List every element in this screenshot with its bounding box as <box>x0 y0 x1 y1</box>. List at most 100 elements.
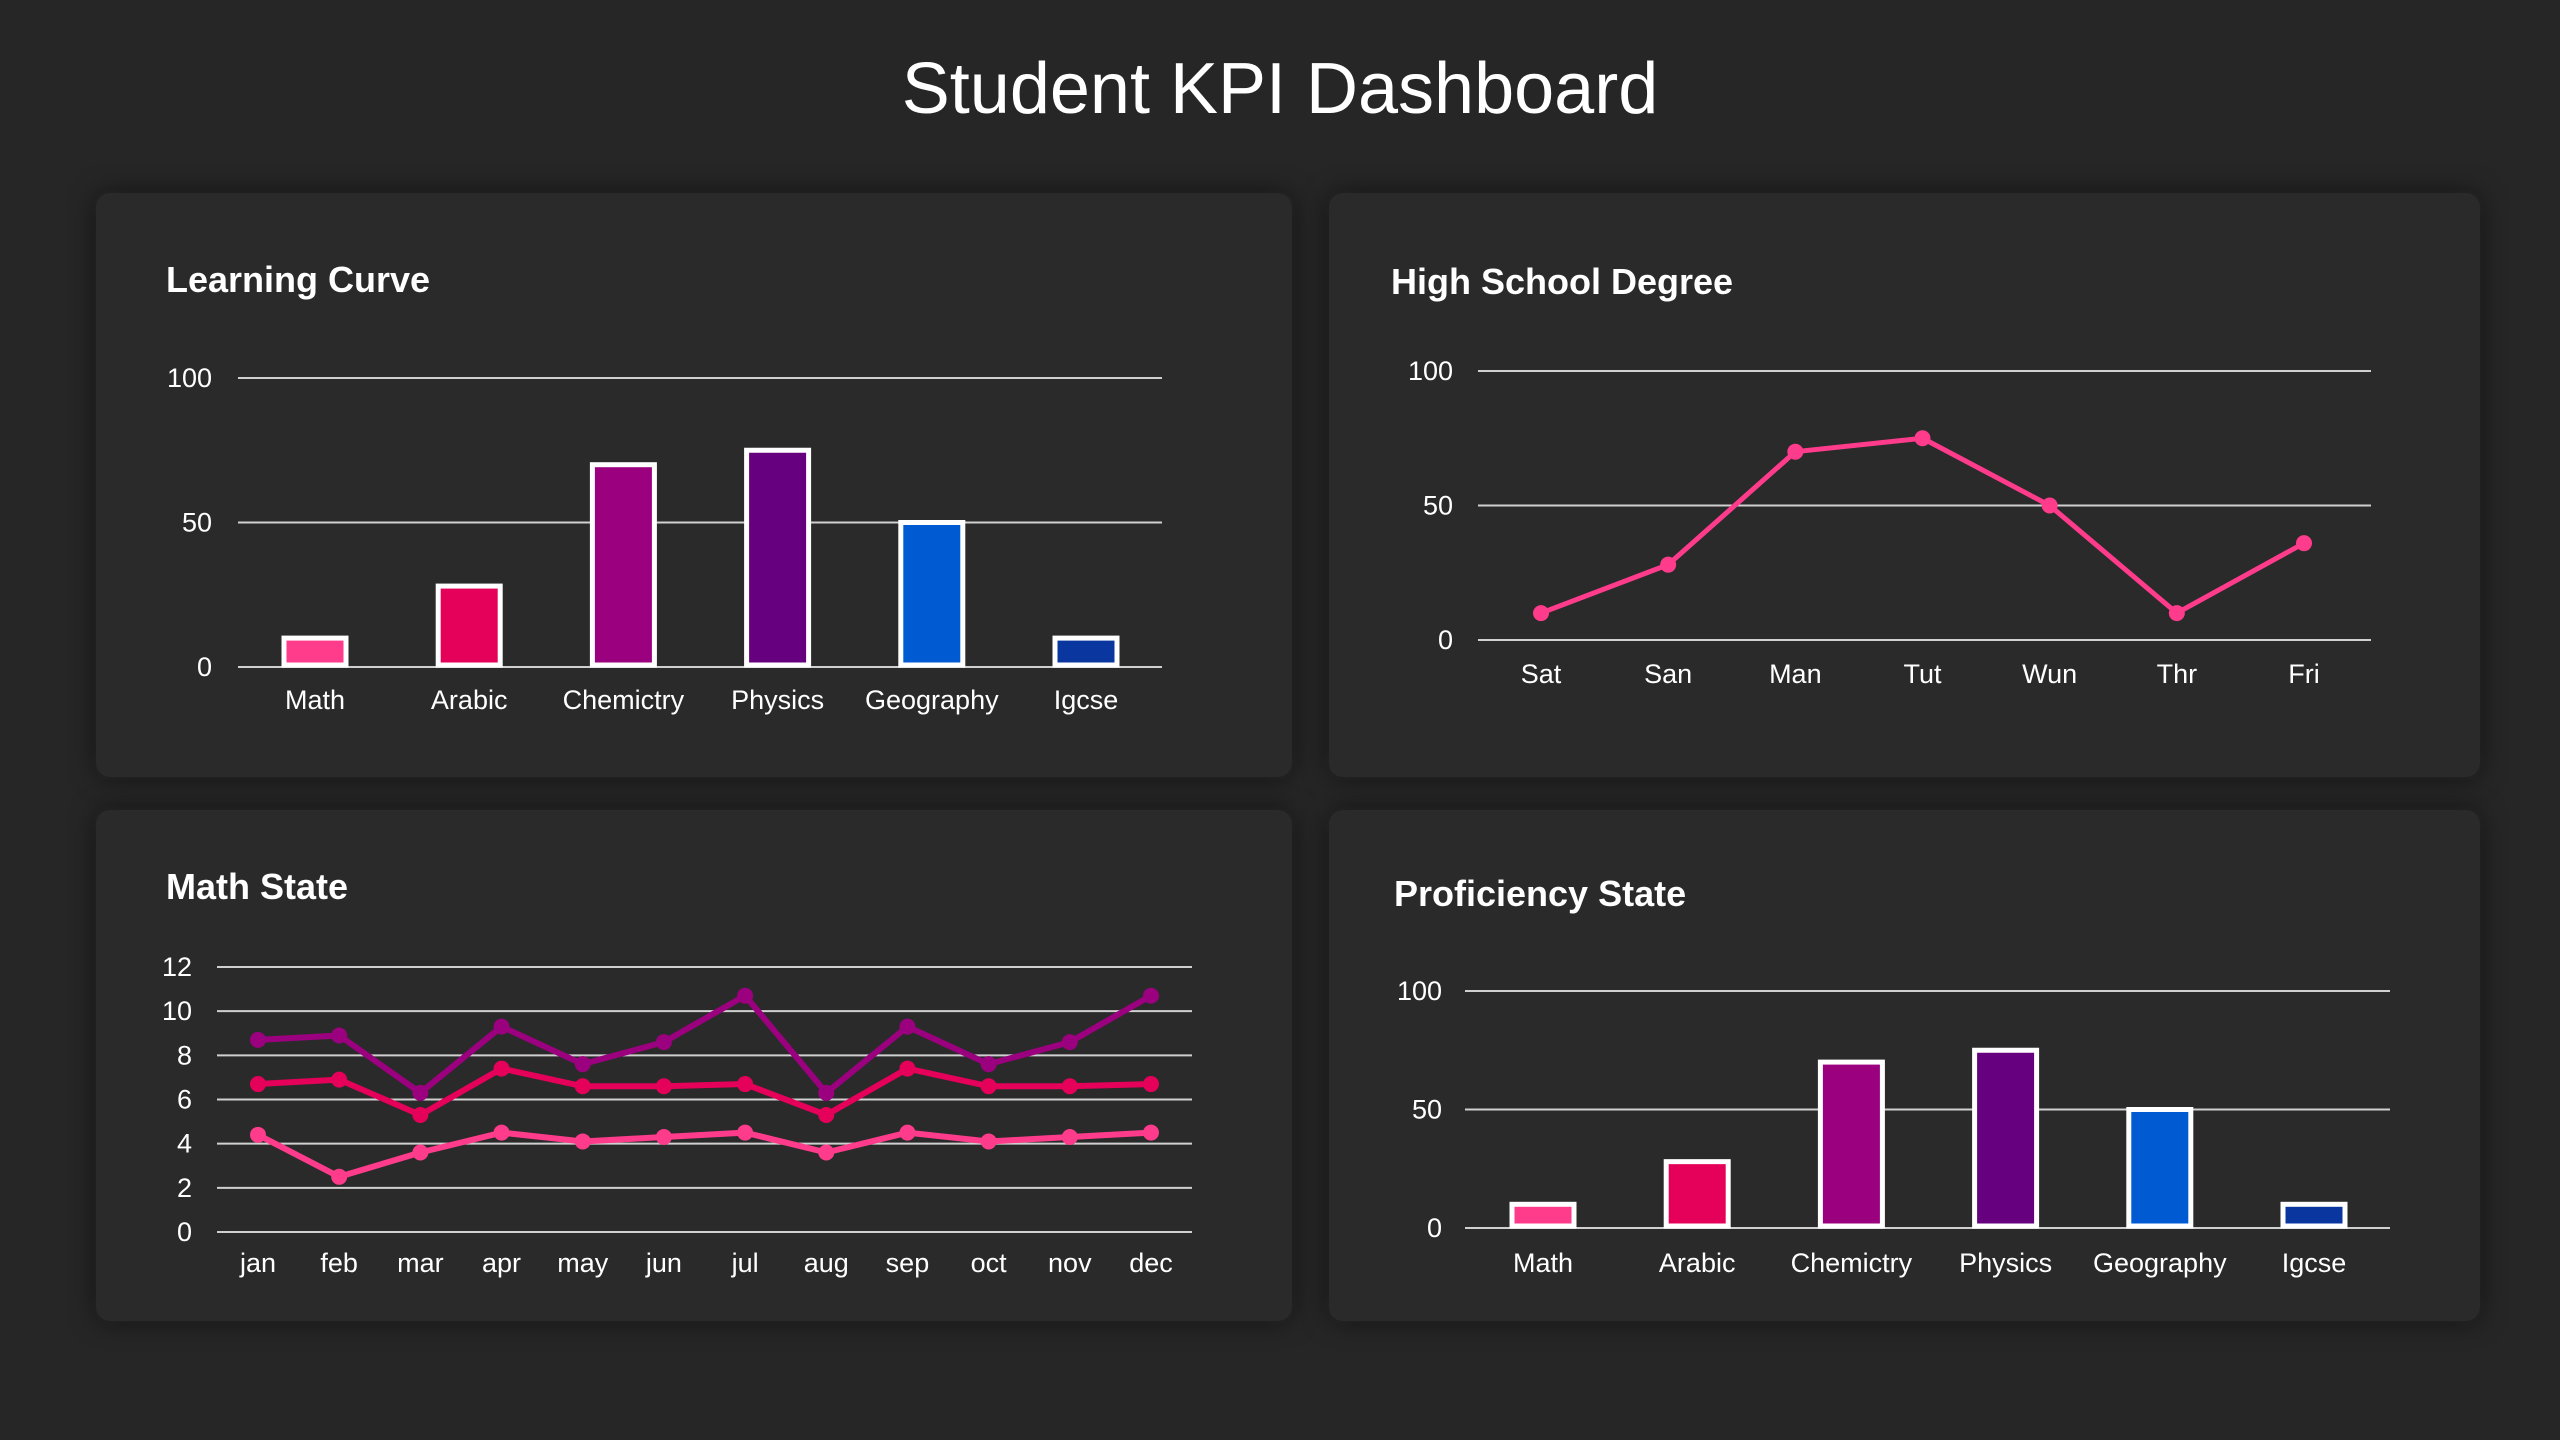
bar-math <box>281 635 349 668</box>
x-tick-label: nov <box>1048 1248 1092 1278</box>
card-title: Learning Curve <box>166 259 431 300</box>
math-state-chart: 0 2 4 6 8 10 12 jan feb mar apr may jun jul aug sep oct n… <box>162 952 1192 1278</box>
x-tick-label: jan <box>239 1248 276 1278</box>
proficiency-state-card: Proficiency State 0 50 100 Math Arabic Chemic… <box>1329 810 2480 1321</box>
data-point <box>1061 1129 1078 1146</box>
y-tick-label: 50 <box>182 508 212 538</box>
x-tick-label: oct <box>971 1248 1008 1278</box>
bar-igcse <box>2280 1201 2348 1229</box>
data-point <box>574 1133 591 1150</box>
data-point <box>737 1076 754 1093</box>
data-point <box>250 1076 266 1093</box>
series-line-0 <box>257 992 1153 1096</box>
data-point <box>331 1168 348 1185</box>
x-tick-label: Math <box>285 685 345 715</box>
data-point <box>1061 1078 1078 1095</box>
bar-igcse <box>1052 635 1120 668</box>
data-point <box>493 1018 510 1035</box>
y-tick-label: 12 <box>162 952 192 982</box>
proficiency-state-chart: 0 50 100 Math Arabic Chemictry Physics Geograph… <box>1397 976 2390 1278</box>
x-tick-label: feb <box>320 1248 358 1278</box>
data-point <box>250 1126 266 1143</box>
data-point <box>899 1018 916 1035</box>
high-school-degree-chart: 0 50 100 Sat San Man Tut Wun Thr Fri <box>1408 356 2371 689</box>
card-title: Proficiency State <box>1394 873 1687 914</box>
y-tick-label: 10 <box>162 996 192 1026</box>
x-tick-label: apr <box>482 1248 521 1278</box>
x-tick-label: dec <box>1129 1248 1173 1278</box>
series-line-1 <box>257 1065 1152 1118</box>
bar-arabic <box>435 583 503 668</box>
x-tick-label: Fri <box>2288 659 2319 689</box>
x-tick-label: Arabic <box>1659 1248 1736 1278</box>
x-tick-label: Arabic <box>431 685 508 715</box>
data-point <box>1061 1034 1078 1051</box>
x-tick-label: Igcse <box>2282 1248 2347 1278</box>
y-tick-label: 0 <box>1427 1213 1442 1243</box>
data-point <box>899 1124 916 1141</box>
x-tick-label: San <box>1644 659 1692 689</box>
x-tick-label: jun <box>645 1248 682 1278</box>
y-tick-label: 4 <box>177 1129 192 1159</box>
data-point <box>2296 535 2312 552</box>
data-point <box>412 1084 429 1101</box>
bar-math <box>1509 1201 1577 1229</box>
x-tick-label: jul <box>731 1248 759 1278</box>
x-tick-label: Geography <box>865 685 999 715</box>
y-tick-label: 0 <box>1438 625 1453 655</box>
y-tick-label: 50 <box>1423 491 1453 521</box>
x-tick-label: Igcse <box>1054 685 1119 715</box>
x-tick-label: Tut <box>1903 659 1942 689</box>
series-line-2 <box>256 1129 1152 1180</box>
data-point <box>737 987 754 1004</box>
bar-physics <box>744 447 812 668</box>
data-point <box>1143 1076 1159 1093</box>
data-point <box>899 1060 916 1077</box>
series-line-0 <box>1540 435 2306 616</box>
x-tick-label: Wun <box>2022 659 2077 689</box>
bar-chemictry <box>1817 1059 1885 1229</box>
data-point <box>493 1060 510 1077</box>
y-tick-label: 100 <box>167 363 212 393</box>
y-tick-label: 50 <box>1412 1095 1442 1125</box>
data-point <box>980 1078 997 1095</box>
x-tick-label: Math <box>1513 1248 1573 1278</box>
data-point <box>655 1034 672 1051</box>
bar-arabic <box>1663 1159 1731 1229</box>
math-state-card: Math State 0 2 4 6 8 10 12 jan feb mar apr may jun ju… <box>96 810 1292 1321</box>
data-point <box>980 1133 997 1150</box>
x-tick-label: Physics <box>1959 1248 2052 1278</box>
y-tick-label: 2 <box>177 1173 192 1203</box>
x-tick-label: Geography <box>2093 1248 2227 1278</box>
y-tick-label: 0 <box>197 652 212 682</box>
data-point <box>331 1071 348 1088</box>
y-tick-label: 8 <box>177 1040 192 1070</box>
data-point <box>655 1078 672 1095</box>
data-point <box>818 1084 835 1101</box>
x-tick-label: Chemictry <box>1791 1248 1913 1278</box>
data-point <box>1533 605 1549 622</box>
learning-curve-card: Learning Curve 0 50 100 Math Arabic Chemictry… <box>96 193 1292 777</box>
card-title: Math State <box>166 866 349 907</box>
bar-geography <box>2126 1107 2194 1229</box>
x-tick-label: aug <box>804 1248 849 1278</box>
page-title: Student KPI Dashboard <box>901 49 1659 129</box>
x-tick-label: Thr <box>2157 659 2198 689</box>
data-point <box>818 1106 835 1123</box>
x-tick-label: Man <box>1769 659 1822 689</box>
y-tick-label: 6 <box>177 1085 192 1115</box>
learning-curve-chart: 0 50 100 Math Arabic Chemictry Physics Geograph… <box>167 363 1162 715</box>
data-point <box>1143 1124 1159 1141</box>
bar-chemictry <box>589 462 657 668</box>
y-tick-label: 100 <box>1408 356 1453 386</box>
data-point <box>412 1144 429 1161</box>
data-point <box>1143 987 1159 1004</box>
x-tick-label: Physics <box>731 685 824 715</box>
x-tick-label: Sat <box>1521 659 1562 689</box>
data-point <box>980 1056 997 1073</box>
data-point <box>1787 443 1804 460</box>
high-school-degree-card: High School Degree 0 50 100 Sat San Man Tut Wun… <box>1329 193 2480 777</box>
data-point <box>2168 605 2185 622</box>
y-tick-label: 100 <box>1397 976 1442 1006</box>
data-point <box>1660 556 1677 573</box>
